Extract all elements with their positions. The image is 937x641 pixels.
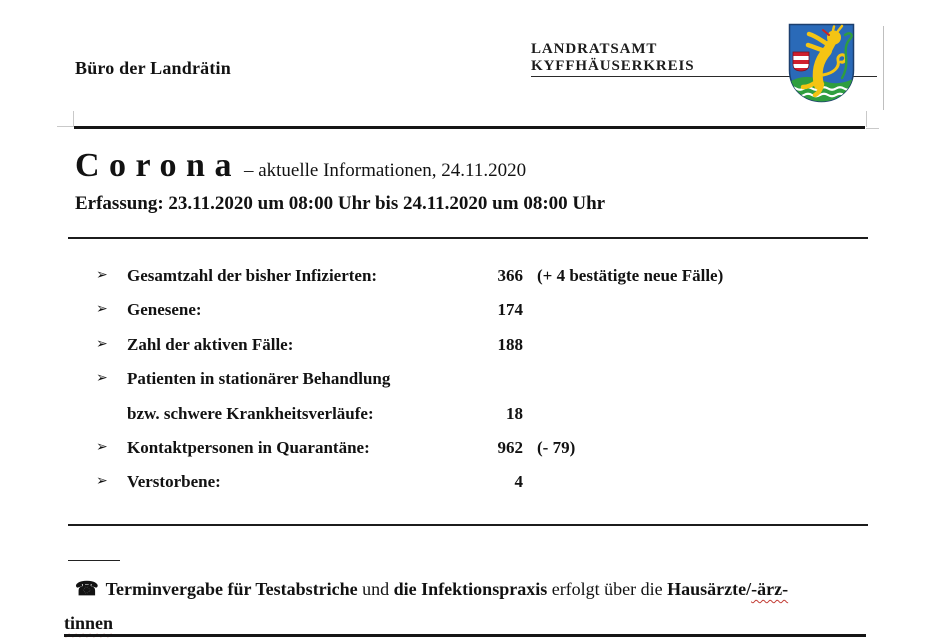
stat-value: 188 <box>497 335 524 354</box>
stat-label: Verstorbene: <box>127 472 221 491</box>
crest-branch <box>840 32 853 80</box>
arrow-bullet-icon: ➢ <box>96 267 108 283</box>
stat-value: 366 <box>497 266 524 285</box>
arrow-bullet-icon: ➢ <box>96 370 108 386</box>
stat-label: bzw. schwere Krankheitsverläufe: <box>127 404 374 423</box>
office-title: Büro der Landrätin <box>75 58 231 78</box>
org-name: LANDRATSAMT KYFFHÄUSERKREIS <box>531 41 695 75</box>
table-corner-left-tick <box>73 111 74 127</box>
footer-segment-misspelled: tinnen <box>64 613 114 633</box>
footer-continuation: tinnen <box>64 613 113 634</box>
arrow-bullet-icon: ➢ <box>96 301 108 317</box>
crest-lion <box>800 24 848 98</box>
table-corner-right <box>866 128 879 129</box>
stat-label: Gesamtzahl der bisher Infizierten: <box>127 266 378 285</box>
section-divider-bottom <box>68 524 868 526</box>
header-divider <box>74 126 865 129</box>
arrow-bullet-icon: ➢ <box>96 473 108 489</box>
org-name-line2: KYFFHÄUSERKREIS <box>531 58 695 74</box>
footer-text: ☎ Terminvergabe für Testabstriche und die… <box>75 578 788 601</box>
stat-label: Kontaktpersonen in Quarantäne: <box>127 438 370 457</box>
stat-row: ➢ Zahl der aktiven Fälle: 188 <box>0 335 937 359</box>
table-border-right <box>883 26 884 110</box>
stat-note: (+ 4 bestätigte neue Fälle) <box>537 266 724 285</box>
stat-row: ➢ Patienten in stationärer Behandlung <box>0 369 937 393</box>
stat-row: ➢ Verstorbene: 4 <box>0 472 937 496</box>
page-title-line: C o r o n a – aktuelle Informationen, 24.… <box>75 147 526 185</box>
footer-segment: Hausärzte/ <box>667 579 752 599</box>
stat-label: Zahl der aktiven Fälle: <box>127 335 294 354</box>
stat-row-continuation: bzw. schwere Krankheitsverläufe: 18 <box>0 404 937 428</box>
stat-note: (- 79) <box>537 438 576 457</box>
kyffhaeuserkreis-crest-icon <box>788 23 855 103</box>
stat-value: 174 <box>497 300 524 319</box>
arrow-bullet-icon: ➢ <box>96 439 108 455</box>
arrow-bullet-icon: ➢ <box>96 336 108 352</box>
footer-segment: erfolgt über die <box>547 579 668 599</box>
stat-row: ➢ Genesene: 174 <box>0 300 937 324</box>
bottom-divider <box>64 634 866 637</box>
stat-row: ➢ Kontaktpersonen in Quarantäne: 962 (- … <box>0 438 937 462</box>
footer-segment: Terminvergabe für Testabstriche <box>105 579 358 599</box>
page-title: C o r o n a <box>75 147 232 184</box>
footer-segment: und <box>357 579 394 599</box>
stat-row: ➢ Gesamtzahl der bisher Infizierten: 366… <box>0 266 937 290</box>
footer-segment: die Infektionspraxis <box>393 579 548 599</box>
footer-segment-misspelled: -ärz- <box>751 579 789 599</box>
stat-label: Patienten in stationärer Behandlung <box>127 369 391 388</box>
stat-value: 18 <box>506 404 523 423</box>
crest-small-shield <box>792 51 810 72</box>
org-underline-divider <box>531 76 877 77</box>
org-name-line1: LANDRATSAMT <box>531 41 658 57</box>
table-corner-left <box>57 126 74 127</box>
section-divider-top <box>68 237 868 239</box>
stat-label: Genesene: <box>127 300 202 319</box>
stat-value: 962 <box>497 438 524 457</box>
table-corner-right-tick <box>866 111 867 127</box>
footnote-divider <box>68 560 120 561</box>
phone-icon: ☎ <box>75 579 99 600</box>
page-subtitle: – aktuelle Informationen, 24.11.2020 <box>243 160 527 181</box>
capture-period: Erfassung: 23.11.2020 um 08:00 Uhr bis 2… <box>75 193 606 214</box>
stat-value: 4 <box>514 472 524 491</box>
